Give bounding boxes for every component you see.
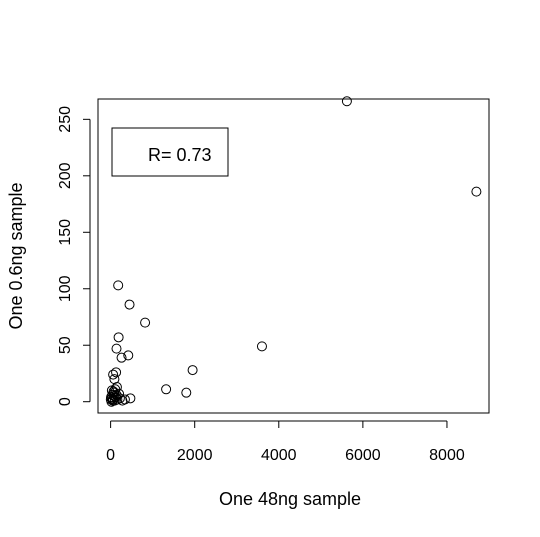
legend: R= 0.73 <box>111 127 229 177</box>
x-tick-label: 2000 <box>177 447 213 464</box>
data-point <box>109 387 120 398</box>
data-point <box>471 186 482 197</box>
legend-annotation: R= 0.73 <box>148 145 212 165</box>
y-axis-title: One 0.6ng sample <box>6 182 26 329</box>
data-point <box>111 367 122 378</box>
data-point <box>116 352 127 363</box>
data-point <box>106 385 117 396</box>
data-point <box>161 384 172 395</box>
data-point <box>119 394 130 405</box>
y-tick-label: 150 <box>57 219 74 246</box>
data-point <box>181 387 192 398</box>
y-tick-label: 200 <box>57 162 74 189</box>
data-point <box>341 96 352 107</box>
legend-box <box>111 127 229 177</box>
data-point <box>125 393 136 404</box>
y-tick-label: 250 <box>57 106 74 133</box>
plot-frame <box>97 98 490 414</box>
data-point <box>108 369 119 380</box>
y-tick-label: 0 <box>57 397 74 406</box>
data-point <box>187 365 198 376</box>
data-point <box>256 341 267 352</box>
data-point <box>112 394 123 405</box>
data-point <box>113 280 124 291</box>
x-axis-title: One 48ng sample <box>219 489 361 509</box>
x-tick-label: 4000 <box>261 447 297 464</box>
data-point <box>124 299 135 310</box>
y-tick-label: 100 <box>57 275 74 302</box>
x-tick-label: 6000 <box>345 447 381 464</box>
data-point <box>117 395 128 406</box>
y-tick-label: 50 <box>57 336 74 354</box>
y-axis: 0 50 100 150 200 250 <box>57 106 91 406</box>
data-point <box>113 332 124 343</box>
data-point <box>111 343 122 354</box>
data-point <box>140 317 151 328</box>
x-tick-label: 0 <box>106 447 115 464</box>
data-point <box>123 350 134 361</box>
x-tick-label: 8000 <box>429 447 465 464</box>
x-axis: 0 2000 4000 6000 8000 <box>106 420 465 464</box>
data-points <box>105 96 482 407</box>
